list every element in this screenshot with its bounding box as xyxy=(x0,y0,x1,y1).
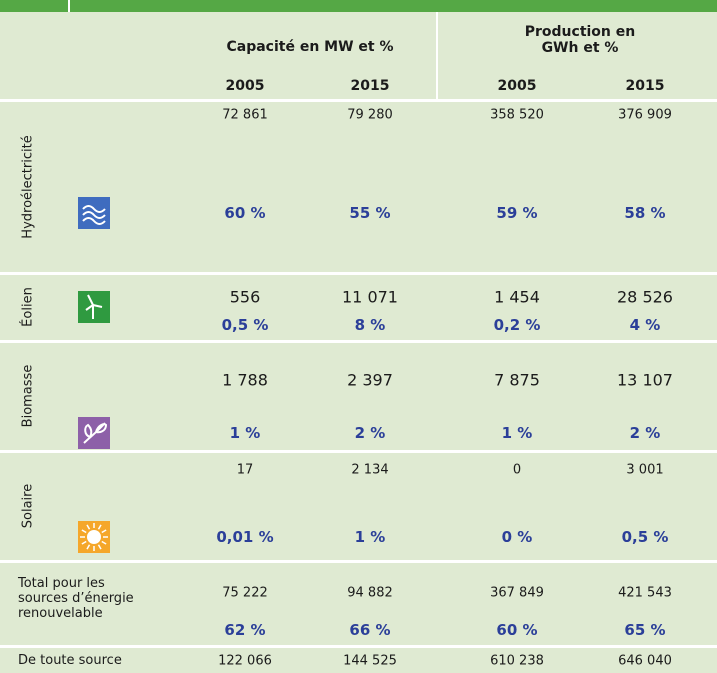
percent: 0,5 % xyxy=(221,316,269,334)
value: 7 875 xyxy=(494,370,540,390)
row-label: De toute source xyxy=(18,653,122,668)
hydro-icon xyxy=(78,197,110,229)
percent: 65 % xyxy=(624,621,666,639)
value: 421 543 xyxy=(618,585,672,601)
percent: 1 % xyxy=(501,424,533,442)
group-header: Capacité en MW et % xyxy=(226,39,394,55)
value: 94 882 xyxy=(347,585,393,601)
value: 72 861 xyxy=(222,107,268,123)
row-separator xyxy=(0,560,717,563)
percent: 8 % xyxy=(354,316,386,334)
value: 28 526 xyxy=(617,287,673,307)
percent: 0,2 % xyxy=(493,316,541,334)
percent: 2 % xyxy=(629,424,661,442)
row-separator xyxy=(0,340,717,343)
value: 2 397 xyxy=(347,370,393,390)
row-label: Total pour les sources d’énergie renouve… xyxy=(18,576,134,621)
percent: 2 % xyxy=(354,424,386,442)
value: 556 xyxy=(229,287,261,307)
percent: 4 % xyxy=(629,316,661,334)
bio-icon xyxy=(78,417,110,449)
row-label: Solaire xyxy=(20,483,36,529)
value: 376 909 xyxy=(618,107,672,123)
value: 17 xyxy=(236,462,254,478)
percent: 0,5 % xyxy=(621,528,669,546)
wind-icon xyxy=(78,291,110,323)
row-separator xyxy=(0,272,717,275)
row-separator xyxy=(0,645,717,648)
value: 75 222 xyxy=(222,585,268,601)
year-header: 2005 xyxy=(225,78,265,94)
value: 646 040 xyxy=(618,653,672,669)
value: 2 134 xyxy=(351,462,389,478)
row-separator xyxy=(0,450,717,453)
row-label: Hydroélectricité xyxy=(20,135,36,239)
year-header: 2005 xyxy=(497,78,537,94)
value: 0 xyxy=(512,462,522,478)
top-notch xyxy=(68,0,70,12)
percent: 58 % xyxy=(624,204,666,222)
value: 79 280 xyxy=(347,107,393,123)
value: 13 107 xyxy=(617,370,673,390)
value: 122 066 xyxy=(218,653,272,669)
value: 358 520 xyxy=(490,107,544,123)
percent: 59 % xyxy=(496,204,538,222)
percent: 1 % xyxy=(354,528,386,546)
year-header: 2015 xyxy=(625,78,665,94)
row-label: Biomasse xyxy=(20,364,36,428)
percent: 55 % xyxy=(349,204,391,222)
value: 367 849 xyxy=(490,585,544,601)
value: 144 525 xyxy=(343,653,397,669)
value: 1 454 xyxy=(494,287,540,307)
percent: 1 % xyxy=(229,424,261,442)
sun-icon xyxy=(78,521,110,553)
percent: 66 % xyxy=(349,621,391,639)
year-header: 2015 xyxy=(350,78,390,94)
percent: 0 % xyxy=(501,528,533,546)
percent: 60 % xyxy=(224,204,266,222)
group-separator xyxy=(436,12,438,100)
row-label: Éolien xyxy=(20,287,36,327)
row-separator xyxy=(0,99,717,102)
value: 1 788 xyxy=(222,370,268,390)
percent: 0,01 % xyxy=(216,528,274,546)
value: 610 238 xyxy=(490,653,544,669)
percent: 62 % xyxy=(224,621,266,639)
value: 11 071 xyxy=(342,287,398,307)
value: 3 001 xyxy=(626,462,664,478)
percent: 60 % xyxy=(496,621,538,639)
top-bar xyxy=(0,0,717,12)
group-header: Production en GWh et % xyxy=(524,24,636,56)
